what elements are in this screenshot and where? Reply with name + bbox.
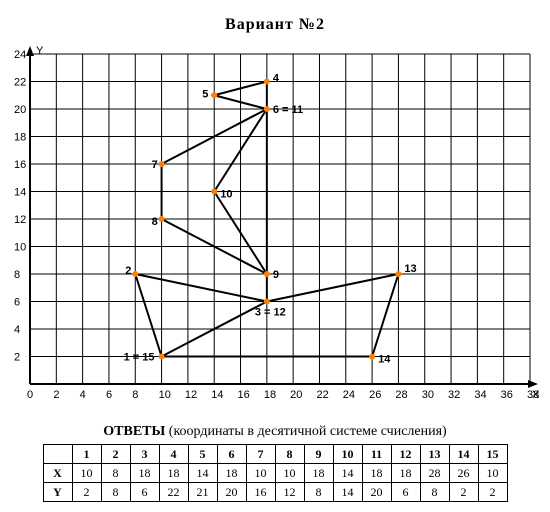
- svg-text:14: 14: [378, 354, 391, 366]
- col-header: 3: [130, 445, 159, 464]
- table-cell: 18: [304, 464, 333, 483]
- svg-text:6: 6: [106, 389, 112, 401]
- svg-text:20: 20: [14, 104, 26, 116]
- svg-text:36: 36: [501, 389, 513, 401]
- svg-text:10: 10: [220, 189, 232, 201]
- table-cell: 18: [217, 464, 246, 483]
- col-header: 14: [449, 445, 478, 464]
- svg-text:3 = 12: 3 = 12: [255, 307, 286, 319]
- col-header: 2: [101, 445, 130, 464]
- svg-text:9: 9: [273, 269, 279, 281]
- svg-text:8: 8: [152, 216, 158, 228]
- svg-text:4: 4: [273, 73, 280, 85]
- table-cell: 10: [478, 464, 507, 483]
- svg-text:Y: Y: [36, 45, 44, 57]
- svg-text:1 = 15: 1 = 15: [124, 352, 155, 364]
- svg-text:12: 12: [14, 214, 26, 226]
- table-cell: 20: [217, 483, 246, 502]
- row-label: X: [43, 464, 72, 483]
- table-cell: 28: [420, 464, 449, 483]
- col-header: 11: [362, 445, 391, 464]
- row-label: Y: [43, 483, 72, 502]
- table-cell: 8: [101, 464, 130, 483]
- svg-text:2: 2: [125, 265, 131, 277]
- svg-text:30: 30: [422, 389, 434, 401]
- col-header: 6: [217, 445, 246, 464]
- col-header: 13: [420, 445, 449, 464]
- svg-text:4: 4: [14, 324, 20, 336]
- table-cell: 18: [159, 464, 188, 483]
- svg-text:34: 34: [474, 389, 486, 401]
- svg-text:X: X: [532, 389, 540, 401]
- col-header: 4: [159, 445, 188, 464]
- svg-text:16: 16: [238, 389, 250, 401]
- svg-text:0: 0: [27, 389, 33, 401]
- table-cell: 26: [449, 464, 478, 483]
- svg-text:32: 32: [448, 389, 460, 401]
- col-header: 1: [72, 445, 101, 464]
- page-title: Вариант №2: [10, 16, 540, 34]
- answers-table: 123456789101112131415X108181814181010181…: [43, 444, 508, 502]
- table-cell: 14: [188, 464, 217, 483]
- svg-text:26: 26: [369, 389, 381, 401]
- svg-text:24: 24: [14, 49, 26, 61]
- coordinate-chart: 0246810121416182022242628303234363824681…: [10, 44, 540, 414]
- svg-text:22: 22: [14, 77, 26, 89]
- svg-text:6: 6: [14, 297, 20, 309]
- svg-text:18: 18: [14, 132, 26, 144]
- table-cell: 10: [246, 464, 275, 483]
- svg-text:8: 8: [132, 389, 138, 401]
- svg-text:14: 14: [211, 389, 223, 401]
- svg-text:28: 28: [395, 389, 407, 401]
- col-header: 12: [391, 445, 420, 464]
- table-cell: 22: [159, 483, 188, 502]
- table-cell: 8: [101, 483, 130, 502]
- svg-text:16: 16: [14, 159, 26, 171]
- svg-text:7: 7: [152, 159, 158, 171]
- svg-text:8: 8: [14, 269, 20, 281]
- table-cell: 14: [333, 483, 362, 502]
- answers-caption: ОТВЕТЫ (координаты в десятичной системе …: [10, 424, 540, 440]
- table-cell: 12: [275, 483, 304, 502]
- table-cell: 8: [420, 483, 449, 502]
- svg-text:4: 4: [80, 389, 86, 401]
- table-cell: 6: [391, 483, 420, 502]
- table-cell: 2: [449, 483, 478, 502]
- col-header: 5: [188, 445, 217, 464]
- svg-text:13: 13: [404, 263, 416, 275]
- table-cell: 14: [333, 464, 362, 483]
- table-cell: 10: [275, 464, 304, 483]
- table-cell: 18: [130, 464, 159, 483]
- col-header: 7: [246, 445, 275, 464]
- svg-text:24: 24: [343, 389, 355, 401]
- table-cell: 8: [304, 483, 333, 502]
- svg-text:22: 22: [316, 389, 328, 401]
- svg-text:20: 20: [290, 389, 302, 401]
- table-cell: 18: [362, 464, 391, 483]
- table-cell: 18: [391, 464, 420, 483]
- svg-text:2: 2: [14, 352, 20, 364]
- svg-text:2: 2: [53, 389, 59, 401]
- svg-text:14: 14: [14, 187, 26, 199]
- table-cell: 16: [246, 483, 275, 502]
- col-header: 15: [478, 445, 507, 464]
- svg-text:10: 10: [14, 242, 26, 254]
- col-header: 8: [275, 445, 304, 464]
- table-cell: 10: [72, 464, 101, 483]
- col-header: 9: [304, 445, 333, 464]
- table-cell: 6: [130, 483, 159, 502]
- col-header: 10: [333, 445, 362, 464]
- svg-text:6 = 11: 6 = 11: [273, 104, 303, 116]
- svg-text:18: 18: [264, 389, 276, 401]
- svg-text:12: 12: [185, 389, 197, 401]
- table-cell: 2: [478, 483, 507, 502]
- table-cell: 20: [362, 483, 391, 502]
- table-cell: 21: [188, 483, 217, 502]
- svg-text:5: 5: [202, 88, 208, 100]
- svg-text:10: 10: [159, 389, 171, 401]
- table-cell: 2: [72, 483, 101, 502]
